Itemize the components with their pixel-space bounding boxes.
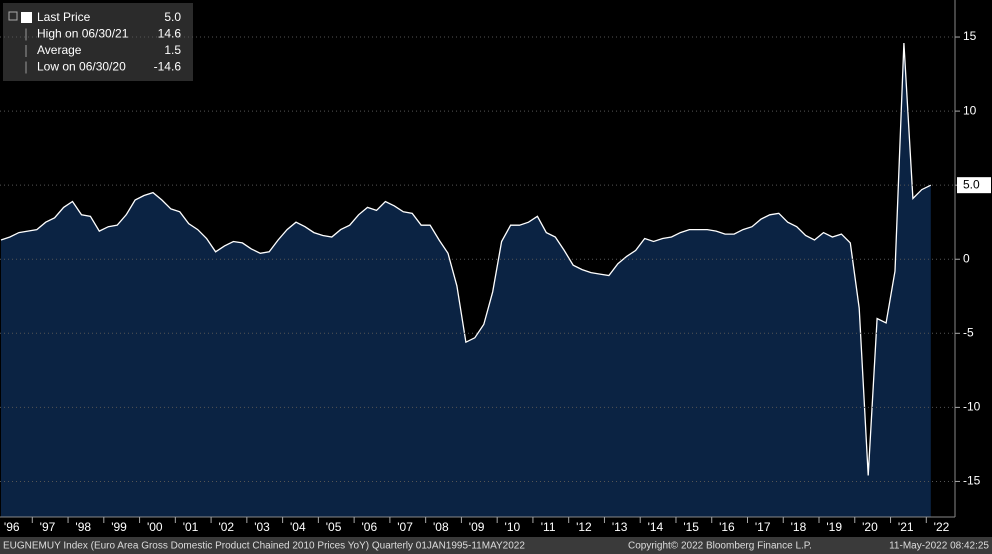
legend-box bbox=[3, 3, 193, 81]
legend-value: -14.6 bbox=[154, 60, 182, 74]
footer-description: EUGNEMUY Index (Euro Area Gross Domestic… bbox=[3, 541, 525, 552]
x-tick-label: '10 bbox=[505, 520, 521, 534]
x-tick-label: '21 bbox=[898, 520, 914, 534]
y-tick-label: -10 bbox=[963, 400, 981, 414]
y-tick-label: 15 bbox=[963, 29, 977, 43]
x-tick-label: '96 bbox=[4, 520, 20, 534]
x-tick-label: '98 bbox=[75, 520, 91, 534]
x-tick-label: '03 bbox=[254, 520, 270, 534]
x-tick-label: '07 bbox=[397, 520, 413, 534]
x-tick-label: '15 bbox=[683, 520, 699, 534]
legend-label: Last Price bbox=[37, 10, 91, 24]
x-tick-label: '18 bbox=[791, 520, 807, 534]
x-tick-label: '11 bbox=[541, 520, 556, 534]
last-value-label: 5.0 bbox=[963, 177, 980, 191]
x-tick-label: '20 bbox=[862, 520, 878, 534]
x-tick-label: '97 bbox=[40, 520, 56, 534]
x-tick-label: '19 bbox=[826, 520, 842, 534]
footer-timestamp: 11-May-2022 08:42:25 bbox=[889, 541, 989, 552]
legend-value: 1.5 bbox=[164, 43, 181, 57]
plot-area bbox=[0, 42, 932, 517]
x-tick-label: '16 bbox=[719, 520, 735, 534]
x-tick-label: '09 bbox=[469, 520, 485, 534]
x-tick-label: '02 bbox=[218, 520, 234, 534]
x-tick-label: '99 bbox=[111, 520, 127, 534]
x-tick-label: '17 bbox=[755, 520, 771, 534]
x-tick-label: '01 bbox=[183, 520, 199, 534]
x-tick-label: '04 bbox=[290, 520, 306, 534]
area bbox=[1, 43, 931, 517]
x-tick-label: '14 bbox=[648, 520, 664, 534]
legend-swatch bbox=[21, 12, 32, 23]
legend-label: High on 06/30/21 bbox=[37, 27, 129, 41]
line bbox=[0, 42, 932, 476]
legend-label: Average bbox=[37, 43, 82, 57]
legend-label: Low on 06/30/20 bbox=[37, 60, 126, 74]
footer-copyright: Copyright© 2022 Bloomberg Finance L.P. bbox=[628, 541, 812, 552]
x-tick-label: '13 bbox=[612, 520, 628, 534]
last-value-tag bbox=[957, 177, 991, 194]
x-tick-label: '12 bbox=[576, 520, 592, 534]
legend-value: 5.0 bbox=[164, 10, 181, 24]
y-tick-label: 10 bbox=[963, 103, 977, 117]
footer-bar bbox=[0, 537, 992, 554]
x-tick-label: '00 bbox=[147, 520, 163, 534]
x-tick-label: '08 bbox=[433, 520, 449, 534]
legend-toggle bbox=[8, 11, 18, 21]
y-tick-label: 0 bbox=[963, 251, 970, 265]
x-tick-label: '22 bbox=[934, 520, 950, 534]
y-tick-label: -15 bbox=[963, 474, 981, 488]
legend-value: 14.6 bbox=[158, 27, 182, 41]
x-tick-label: '05 bbox=[326, 520, 342, 534]
y-tick-label: -5 bbox=[963, 325, 974, 339]
x-tick-label: '06 bbox=[362, 520, 378, 534]
